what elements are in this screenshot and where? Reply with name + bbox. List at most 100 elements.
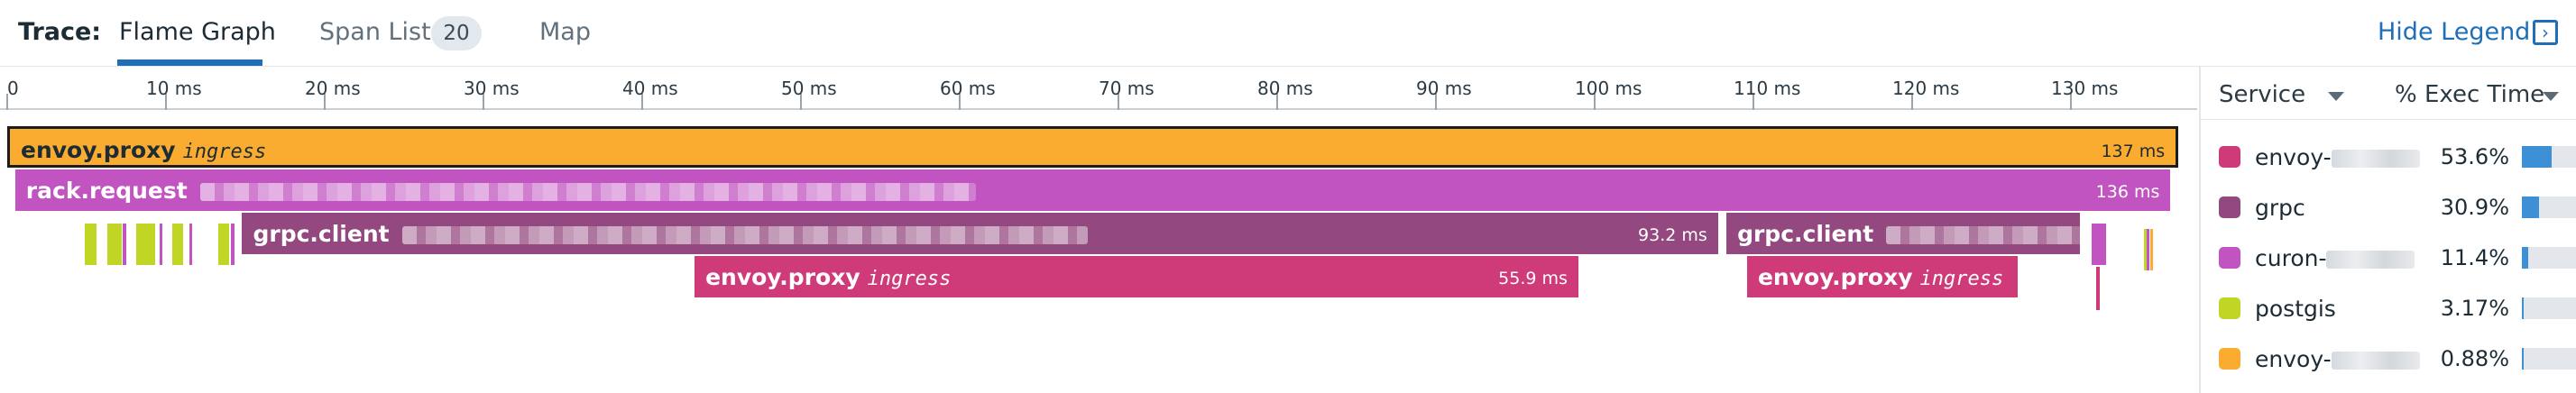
span-envoy-proxy[interactable]: envoy.proxy ingress 137 ms: [7, 126, 2179, 168]
ruler-tick-label: 60 ms: [940, 78, 996, 99]
service-name-text: grpc: [2255, 195, 2305, 221]
mini-span[interactable]: [2096, 267, 2100, 310]
mini-span[interactable]: [106, 224, 122, 265]
span-resource: ingress: [182, 141, 267, 163]
mini-span[interactable]: [135, 224, 155, 265]
redacted-service-suffix: [2331, 150, 2420, 168]
span-duration: 136 ms: [2095, 182, 2160, 202]
mini-span[interactable]: [85, 224, 97, 265]
ruler-tick-label: 120 ms: [1892, 78, 1960, 99]
ruler-tick: [483, 94, 484, 110]
span-name: envoy.proxy ingress: [21, 137, 266, 163]
mini-span[interactable]: [2091, 224, 2106, 265]
ruler-tick-label: 40 ms: [622, 78, 678, 99]
service-name-text: postgis: [2255, 296, 2336, 322]
mini-span[interactable]: [2143, 229, 2147, 270]
span-envoy-proxy[interactable]: envoy.proxy ingress: [1746, 256, 2019, 297]
legend-header: Service % Exec Time: [2201, 67, 2576, 120]
span-envoy-proxy[interactable]: envoy.proxy ingress 55.9 ms: [695, 256, 1578, 297]
mini-span[interactable]: [123, 224, 126, 265]
service-name: curon-: [2255, 245, 2415, 271]
service-sort-caret-icon[interactable]: [2328, 92, 2344, 101]
exec-time-bar-fill: [2522, 146, 2553, 168]
ruler-tick: [6, 94, 8, 110]
trace-header: Trace: Flame Graph Span List 20 Map Hide…: [0, 0, 2576, 67]
ruler-tick-label: 130 ms: [2051, 78, 2119, 99]
exec-time-bar-fill: [2522, 297, 2524, 319]
ruler-tick: [324, 94, 326, 110]
active-tab-indicator: [117, 59, 262, 66]
tab-map[interactable]: Map: [539, 18, 591, 46]
ruler-tick-label: 20 ms: [305, 78, 361, 99]
mini-span[interactable]: [189, 224, 193, 265]
exec-time-percent: 0.88%: [2440, 346, 2509, 371]
span-duration: 55.9 ms: [1498, 269, 1568, 288]
span-grpc-client[interactable]: grpc.client: [1726, 213, 2081, 254]
legend-row[interactable]: curon- 11.4%: [2201, 234, 2576, 285]
trace-label: Trace:: [18, 18, 102, 46]
mini-span[interactable]: [218, 224, 230, 265]
ruler-tick-label: 30 ms: [464, 78, 520, 99]
ruler-tick: [959, 94, 961, 110]
span-rack-request[interactable]: rack.request 136 ms: [14, 169, 2171, 211]
mini-span[interactable]: [159, 224, 163, 265]
service-column-header[interactable]: Service: [2219, 81, 2306, 108]
legend-row[interactable]: postgis 3.17%: [2201, 285, 2576, 335]
service-name: envoy-: [2255, 346, 2420, 372]
tab-flame-graph[interactable]: Flame Graph: [119, 18, 276, 46]
service-name-text: envoy-: [2255, 144, 2332, 170]
span-grpc-client[interactable]: grpc.client 93.2 ms: [242, 213, 1718, 254]
service-name: envoy-: [2255, 144, 2420, 170]
ruler-tick: [1276, 94, 1278, 110]
exec-time-bar: [2522, 146, 2576, 168]
mini-span[interactable]: [2147, 229, 2150, 270]
exec-time-bar-fill: [2522, 196, 2540, 218]
legend-row[interactable]: envoy- 0.88%: [2201, 335, 2576, 386]
exec-time-percent: 30.9%: [2440, 195, 2509, 220]
ruler-tick-label: 90 ms: [1416, 78, 1472, 99]
exec-time-percent: 11.4%: [2440, 245, 2509, 270]
span-resource: ingress: [867, 268, 952, 290]
mini-span[interactable]: [2150, 229, 2153, 270]
redacted-resource: [1886, 226, 2081, 244]
exec-time-bar: [2522, 297, 2576, 319]
service-color-swatch: [2219, 348, 2240, 370]
hide-legend-link[interactable]: Hide Legend: [2378, 18, 2531, 46]
span-operation: rack.request: [25, 178, 188, 204]
redacted-service-suffix: [2331, 352, 2420, 370]
tab-span-list[interactable]: Span List: [319, 18, 431, 46]
span-name: rack.request: [26, 178, 976, 204]
collapse-panel-icon[interactable]: ›: [2533, 20, 2558, 45]
service-name-text: envoy-: [2255, 346, 2332, 372]
ruler-tick-label: 70 ms: [1099, 78, 1155, 99]
mini-span[interactable]: [231, 224, 235, 265]
redacted-resource: [401, 226, 1088, 244]
exec-time-bar: [2522, 196, 2576, 218]
ruler-tick: [2070, 94, 2072, 110]
mini-span[interactable]: [172, 224, 184, 265]
span-duration: 137 ms: [2101, 142, 2166, 161]
legend-row[interactable]: grpc 30.9%: [2201, 184, 2576, 234]
service-name-text: curon-: [2255, 245, 2327, 271]
redacted-service-suffix: [2326, 251, 2415, 269]
redacted-resource: [199, 183, 976, 201]
exec-time-sort-caret-icon[interactable]: [2543, 92, 2559, 101]
span-operation: grpc.client: [253, 221, 390, 247]
span-operation: envoy.proxy: [1757, 264, 1913, 290]
ruler-tick-label: 100 ms: [1575, 78, 1642, 99]
span-duration: 93.2 ms: [1638, 225, 1707, 245]
service-color-swatch: [2219, 196, 2240, 218]
exec-time-percent: 53.6%: [2440, 144, 2509, 169]
span-operation: grpc.client: [1737, 221, 1874, 247]
legend-row[interactable]: envoy- 53.6%: [2201, 133, 2576, 184]
service-name: grpc: [2255, 195, 2305, 221]
ruler-tick-label: 0: [7, 78, 19, 99]
exec-time-percent: 3.17%: [2440, 296, 2509, 321]
time-ruler: 0 10 ms 20 ms 30 ms 40 ms 50 ms 60 ms 70 ms 80 m…: [0, 67, 2197, 110]
ruler-tick-label: 50 ms: [781, 78, 837, 99]
span-operation: envoy.proxy: [705, 264, 860, 290]
exec-time-column-header[interactable]: % Exec Time: [2395, 81, 2545, 108]
span-name: envoy.proxy ingress: [705, 264, 951, 290]
ruler-tick: [1911, 94, 1913, 110]
exec-time-bar: [2522, 247, 2576, 269]
